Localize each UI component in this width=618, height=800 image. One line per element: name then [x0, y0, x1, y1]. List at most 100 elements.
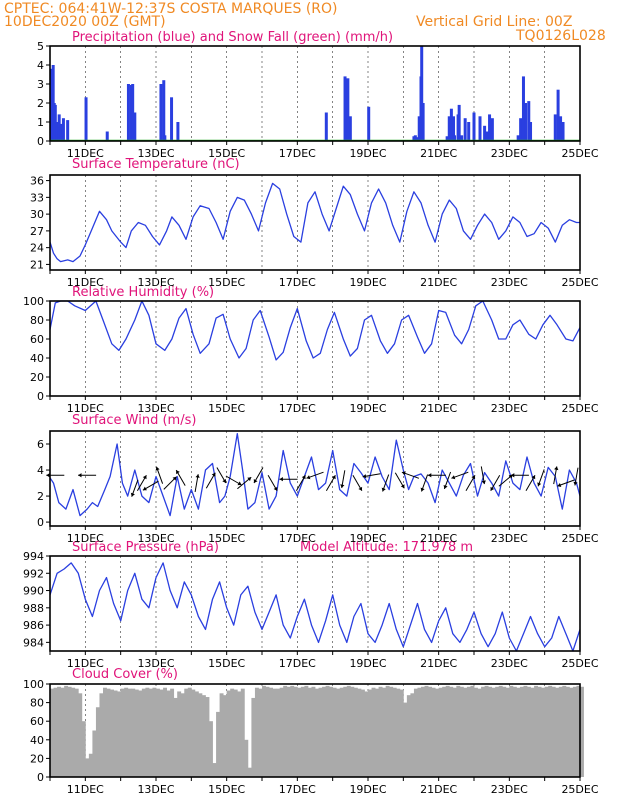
pressure-ytick-label: 988	[23, 602, 44, 615]
cloud-bar	[50, 688, 54, 777]
cloud-bar	[212, 763, 217, 777]
cloud-bar	[216, 711, 220, 777]
rh-ytick-label: 60	[30, 333, 44, 346]
cloud-bar	[329, 686, 334, 777]
wind-arrowhead	[253, 479, 258, 483]
precip-bar	[483, 125, 487, 141]
cloud-bar	[74, 688, 79, 777]
wind-arrowhead	[331, 475, 336, 480]
cloud-bar	[470, 685, 475, 777]
wind-arrowhead	[443, 485, 448, 489]
wind-arrowhead	[237, 481, 242, 486]
pressure-xtick-label: 15DEC	[208, 657, 245, 670]
wind-xtick-label: 25DEC	[561, 532, 598, 545]
cloud-bar	[141, 688, 146, 777]
cloud-xtick-label: 21DEC	[420, 783, 457, 796]
cloud-bar	[145, 687, 150, 777]
precip-bar	[445, 136, 449, 141]
cloud-bar	[459, 686, 464, 777]
precip-bar	[131, 84, 135, 141]
cloud-bar	[233, 689, 238, 777]
pressure-title: Surface Pressure (hPa)	[72, 540, 219, 555]
rh-xtick-label: 17DEC	[279, 402, 316, 415]
wind-arrowhead	[451, 475, 456, 480]
cloud-bar	[339, 687, 344, 777]
wind-arrowhead	[531, 475, 536, 480]
cloud-bar	[368, 689, 372, 777]
pressure-xtick-label: 25DEC	[561, 657, 598, 670]
rh-xtick-label: 21DEC	[420, 402, 457, 415]
precip-bar	[105, 131, 109, 141]
cloud-bar	[265, 686, 270, 777]
rh-frame	[49, 300, 581, 397]
temp-ytick-label: 36	[30, 175, 44, 188]
precip-bar	[176, 122, 180, 141]
precip-bar	[527, 101, 531, 141]
cloud-bar	[318, 687, 323, 777]
precip-bar	[478, 116, 482, 141]
cloud-bar	[103, 687, 107, 777]
temp-xtick-label: 19DEC	[349, 276, 386, 289]
cloud-bar	[244, 739, 249, 777]
temp-ytick-label: 24	[30, 242, 44, 255]
precip-bar	[490, 118, 494, 141]
cloud-bar	[85, 758, 90, 777]
cloud-bar	[159, 689, 164, 777]
cloud-bar	[505, 687, 510, 777]
cloud-bar	[113, 690, 118, 777]
precip-bar	[413, 135, 417, 141]
cloud-bar	[449, 686, 454, 777]
pressure-xtick-label: 21DEC	[420, 657, 457, 670]
rh-ytick-label: 0	[37, 390, 44, 403]
rh-ytick-label: 80	[30, 314, 44, 327]
cloud-bar	[88, 753, 93, 777]
cloud-bar	[512, 686, 517, 777]
precip-bar	[324, 112, 328, 141]
model-code: TQ0126L028	[515, 28, 606, 44]
temp-ytick-label: 33	[30, 191, 44, 204]
wind-arrowhead	[306, 475, 311, 480]
wind-xtick-label: 15DEC	[208, 532, 245, 545]
cloud-bar	[378, 686, 383, 777]
precip-bar	[449, 108, 453, 141]
cloud-bar	[166, 690, 171, 777]
wind-arrowhead	[358, 486, 363, 491]
cloud-bar	[551, 686, 556, 777]
cloud-bar	[95, 707, 100, 777]
wind-ytick-label: 4	[37, 464, 44, 477]
precip-ytick-label: 1	[37, 116, 44, 129]
wind-xtick-label: 21DEC	[420, 532, 457, 545]
cloud-bar	[184, 688, 189, 777]
precip-xtick-label: 25DEC	[561, 147, 598, 160]
wind-arrowhead	[130, 492, 135, 497]
cloud-bar	[466, 686, 471, 777]
pressure-ytick-label: 994	[23, 550, 44, 563]
cloud-bar	[173, 697, 178, 777]
precip-bar	[61, 118, 65, 141]
cloud-bar	[530, 687, 535, 777]
cloud-bar	[346, 685, 351, 777]
wind-arrowhead	[340, 484, 345, 488]
wind-arrowhead	[301, 475, 306, 480]
precip-bar	[66, 120, 70, 141]
cloud-bar	[201, 695, 206, 777]
wind-arrowhead	[142, 475, 147, 480]
cloud-bar	[509, 685, 514, 777]
wind-arrowhead	[427, 473, 432, 478]
cloud-bar	[569, 687, 574, 777]
cloud-bar	[325, 685, 330, 777]
cloud-bar	[417, 687, 422, 777]
cloud-bar	[385, 685, 390, 777]
wind-title: Surface Wind (m/s)	[72, 413, 196, 428]
precip-bar	[453, 135, 457, 141]
cloud-xtick-label: 19DEC	[349, 783, 386, 796]
cloud-bar	[343, 686, 348, 777]
cloud-bar	[392, 687, 397, 777]
cloud-bar	[64, 685, 69, 777]
rh-xtick-label: 25DEC	[561, 402, 598, 415]
wind-arrowhead	[155, 466, 160, 471]
precip-bar	[488, 114, 492, 141]
precip-ytick-label: 3	[37, 78, 44, 91]
cloud-ytick-label: 40	[30, 734, 44, 747]
precip-bar	[348, 116, 352, 141]
